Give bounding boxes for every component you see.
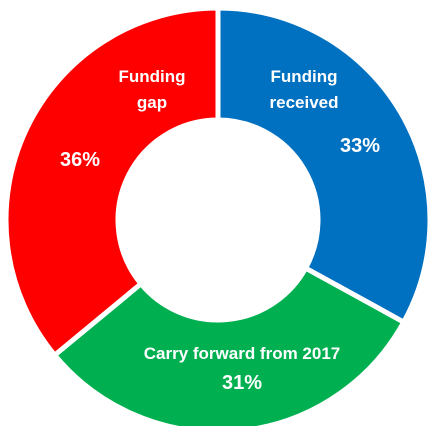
slice-1-percent-label: 33%: [340, 135, 380, 157]
donut-labels: Funding received 33% Carry forward from 201…: [60, 67, 380, 394]
slice-2-name-line-1: Carry forward from 2017: [144, 344, 341, 363]
slice-2-percent-label: 31%: [222, 372, 262, 394]
donut-slice-1: [215, 5, 428, 325]
donut-slice-3: [3, 5, 221, 358]
slice-1-name-line-2: received: [270, 93, 339, 112]
slice-1-name-line-1: Funding: [270, 67, 337, 86]
slice-3-name-line-1: Funding: [118, 67, 185, 86]
donut-slice-2: [52, 265, 407, 426]
slice-3-percent-label: 36%: [60, 149, 100, 171]
donut-slices: [3, 5, 428, 426]
slice-3-name-line-2: gap: [137, 93, 167, 112]
